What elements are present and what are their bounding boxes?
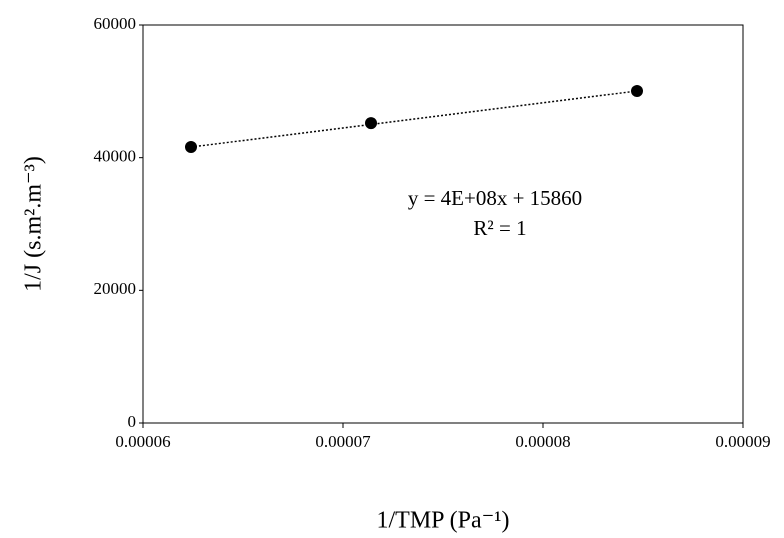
y-axis-title: 1/J (s.m².m⁻³) (21, 156, 47, 292)
data-point (185, 141, 197, 154)
x-tick-label: 0.00006 (115, 432, 170, 451)
x-tick-label: 0.00008 (515, 432, 570, 451)
equation: y = 4E+08x + 15860 (408, 186, 582, 210)
y-tick-label: 40000 (94, 147, 137, 166)
plot-area (142, 24, 744, 424)
data-point (365, 117, 377, 130)
x-axis-title: 1/TMP (Pa⁻¹) (377, 508, 510, 534)
data-point (631, 85, 643, 98)
x-tick-label: 0.00009 (715, 432, 770, 451)
r-squared: R² = 1 (473, 216, 526, 240)
y-tick-label: 0 (128, 412, 137, 431)
y-tick-label: 60000 (94, 14, 137, 33)
y-tick-label: 20000 (94, 279, 137, 298)
x-tick-label: 0.00007 (315, 432, 371, 451)
trendline (190, 90, 638, 148)
